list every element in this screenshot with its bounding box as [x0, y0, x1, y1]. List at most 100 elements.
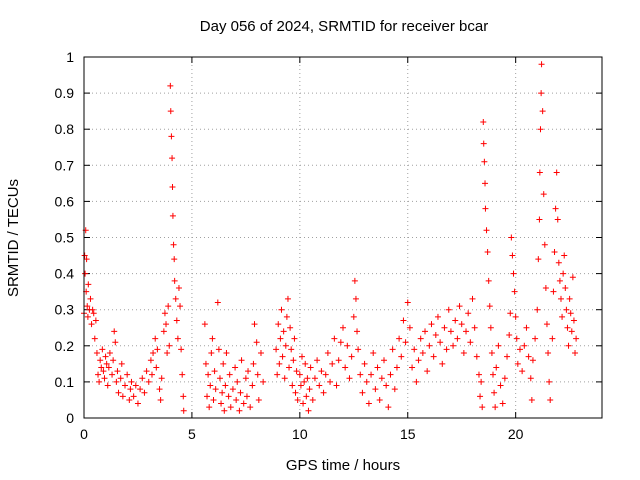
y-tick-label: 1	[66, 49, 74, 65]
data-point	[170, 241, 177, 248]
data-point	[303, 393, 310, 400]
data-point	[355, 346, 362, 353]
data-point	[361, 360, 368, 367]
data-point	[539, 108, 546, 115]
data-point	[553, 169, 560, 176]
data-point	[281, 375, 288, 382]
data-point	[218, 400, 225, 407]
data-point	[236, 407, 243, 414]
y-tick-label: 0.8	[55, 121, 75, 137]
data-point	[441, 324, 448, 331]
data-point	[251, 321, 258, 328]
data-point	[551, 248, 558, 255]
data-point	[419, 350, 426, 357]
data-point	[508, 234, 515, 241]
data-point	[167, 108, 174, 115]
data-point	[484, 248, 491, 255]
data-point	[368, 371, 375, 378]
data-point	[542, 285, 549, 292]
x-tick-label: 15	[400, 426, 416, 442]
data-point	[454, 335, 461, 342]
data-point	[300, 400, 307, 407]
data-point	[568, 328, 575, 335]
data-point	[127, 386, 134, 393]
data-point	[206, 404, 213, 411]
data-point	[222, 382, 229, 389]
data-point	[359, 389, 366, 396]
data-point	[245, 368, 252, 375]
data-point	[157, 396, 164, 403]
data-point	[447, 328, 454, 335]
data-point	[237, 389, 244, 396]
data-point	[169, 212, 176, 219]
data-point	[485, 277, 492, 284]
data-point	[538, 90, 545, 97]
data-point	[491, 389, 498, 396]
data-point	[284, 295, 291, 302]
data-point	[545, 350, 552, 357]
data-point	[291, 335, 298, 342]
data-point	[411, 346, 418, 353]
data-point	[153, 364, 160, 371]
data-point	[164, 350, 171, 357]
data-point	[115, 389, 122, 396]
data-point	[469, 295, 476, 302]
data-point	[92, 317, 99, 324]
data-point	[298, 353, 305, 360]
data-point	[160, 328, 167, 335]
data-point	[363, 378, 370, 385]
data-point	[318, 368, 325, 375]
data-point	[501, 375, 508, 382]
data-point	[460, 350, 467, 357]
data-point	[91, 335, 98, 342]
data-point	[255, 396, 262, 403]
data-point	[482, 180, 489, 187]
data-point	[210, 396, 217, 403]
data-point	[512, 313, 519, 320]
data-point	[109, 371, 116, 378]
data-point	[434, 313, 441, 320]
data-point	[439, 360, 446, 367]
data-point	[507, 310, 514, 317]
data-point	[253, 339, 260, 346]
data-point	[234, 378, 241, 385]
data-point	[391, 386, 398, 393]
data-point	[389, 346, 396, 353]
data-point	[567, 310, 574, 317]
data-point	[204, 393, 211, 400]
data-point	[178, 346, 185, 353]
data-point	[166, 342, 173, 349]
data-point	[290, 357, 297, 364]
data-point	[143, 368, 150, 375]
data-point	[471, 324, 478, 331]
data-point	[118, 360, 125, 367]
data-point	[282, 342, 289, 349]
data-point	[209, 335, 216, 342]
y-tick-label: 0.7	[55, 157, 75, 173]
data-point	[105, 364, 112, 371]
data-point	[354, 328, 361, 335]
data-point	[528, 396, 535, 403]
data-point	[562, 285, 569, 292]
data-point	[302, 360, 309, 367]
data-point	[137, 386, 144, 393]
data-point	[393, 364, 400, 371]
data-point	[331, 335, 338, 342]
data-point	[540, 191, 547, 198]
data-point	[277, 335, 284, 342]
data-point	[535, 256, 542, 263]
data-point	[114, 368, 121, 375]
data-point	[214, 299, 221, 306]
data-point	[280, 328, 287, 335]
data-point	[274, 371, 281, 378]
data-point	[554, 216, 561, 223]
y-tick-label: 0.2	[55, 338, 75, 354]
gridlines	[84, 57, 602, 418]
data-point	[84, 313, 91, 320]
data-point	[487, 324, 494, 331]
y-tick-labels: 0 0.1 0.2 0.3 0.4 0.5 0.6 0.7 0.8 0.9 1	[55, 49, 75, 426]
data-point	[346, 375, 353, 382]
data-point	[314, 357, 321, 364]
data-point	[87, 295, 94, 302]
data-point	[546, 378, 553, 385]
